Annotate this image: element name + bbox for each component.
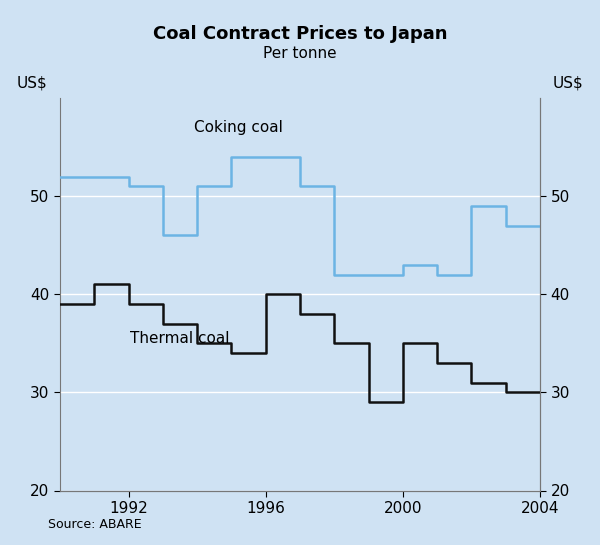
- Text: US$: US$: [553, 75, 583, 90]
- Text: Thermal coal: Thermal coal: [130, 331, 230, 346]
- Text: Source: ABARE: Source: ABARE: [48, 518, 142, 531]
- Text: US$: US$: [17, 75, 47, 90]
- Text: Coking coal: Coking coal: [194, 120, 283, 135]
- Text: Per tonne: Per tonne: [263, 46, 337, 62]
- Text: Coal Contract Prices to Japan: Coal Contract Prices to Japan: [153, 25, 447, 43]
